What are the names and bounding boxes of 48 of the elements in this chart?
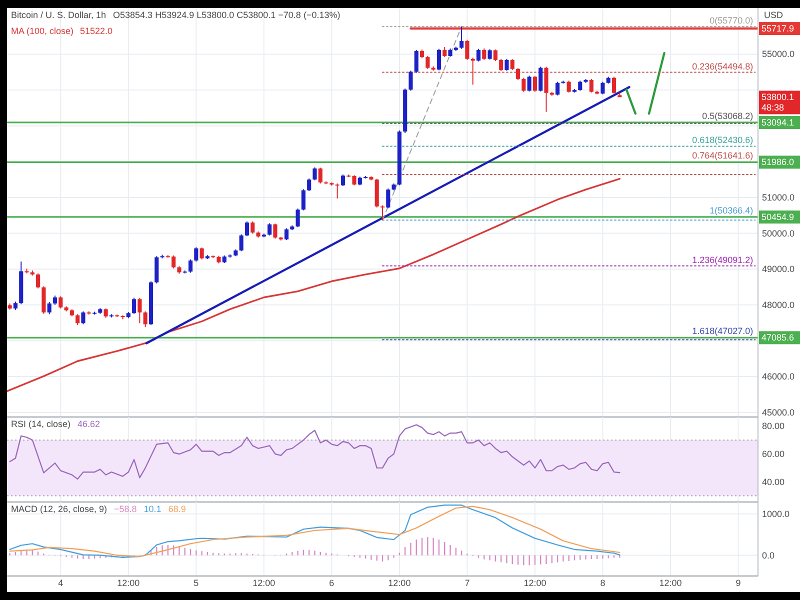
annotation: 46.62 — [78, 419, 100, 429]
y-tick-label: 40.00 — [762, 476, 785, 487]
text: 53800.1 48:38 — [762, 92, 794, 113]
y-tick-label: 1000.0 — [762, 508, 790, 519]
annotation: 68.9 — [168, 504, 186, 514]
y-axis-title: USD — [764, 10, 784, 20]
x-tick-label: 12:00 — [388, 578, 411, 588]
chart-title: RSI (14, close) — [11, 419, 71, 429]
data-label: 0.764(51641.6) — [692, 150, 754, 161]
y-tick-label: 49000.0 — [762, 264, 795, 274]
x-tick-label: 12:00 — [252, 578, 276, 588]
ref-line-label: 47085.6 — [762, 332, 794, 342]
y-tick-label: 45000.0 — [762, 407, 795, 418]
x-tick-label: 4 — [58, 578, 64, 588]
data-label: 55717.9 — [762, 23, 794, 34]
ref-line-label: 50454.9 — [762, 212, 794, 222]
annotation: 51522.0 — [80, 26, 113, 36]
ref-line-label: 51986.0 — [762, 156, 794, 167]
chart-title: MACD (12, 26, close, 9) — [11, 504, 108, 514]
x-tick-label: 6 — [329, 578, 334, 588]
x-tick-label: 12:00 — [659, 578, 682, 588]
data-label: 0(55770.0) — [710, 16, 754, 26]
y-tick-label: 55000.0 — [762, 49, 795, 60]
y-tick-label: 50000.0 — [762, 228, 795, 238]
annotation: 10.1 — [144, 504, 162, 514]
y-tick-label: 48000.0 — [762, 300, 795, 310]
annotation: −58.8 — [114, 504, 137, 514]
data-label: 1(50366.4) — [710, 205, 754, 216]
y-tick-label: 46000.0 — [762, 372, 795, 382]
x-tick-label: 9 — [736, 578, 741, 588]
ref-line-label: 53094.1 — [762, 117, 794, 128]
x-tick-label: 8 — [600, 578, 606, 588]
chart-subtitle: O53854.3 H53924.9 L53800.0 C53800.1 −70.8 (−0.13%) — [113, 10, 340, 20]
x-tick-label: 5 — [194, 578, 199, 588]
y-tick-label: 51000.0 — [762, 192, 795, 202]
y-tick-label: 80.00 — [762, 421, 785, 432]
data-label: 0.236(54494.8) — [692, 61, 754, 72]
x-tick-label: 7 — [464, 578, 470, 588]
x-tick-label: 12:00 — [524, 578, 546, 588]
data-label: 0.5(53068.2) — [702, 110, 754, 121]
data-label: 1.618(47027.0) — [692, 326, 754, 336]
data-label: 1.236(49091.2) — [692, 254, 754, 265]
y-tick-label: 60.00 — [762, 449, 785, 460]
y-tick-label: 0.0 — [762, 550, 775, 560]
x-tick-label: 12:00 — [117, 578, 140, 588]
text: MA (100, close) — [11, 26, 74, 36]
chart-title: Bitcoin / U. S. Dollar, 1h — [11, 10, 106, 20]
data-label: 0.618(52430.6) — [692, 135, 754, 146]
